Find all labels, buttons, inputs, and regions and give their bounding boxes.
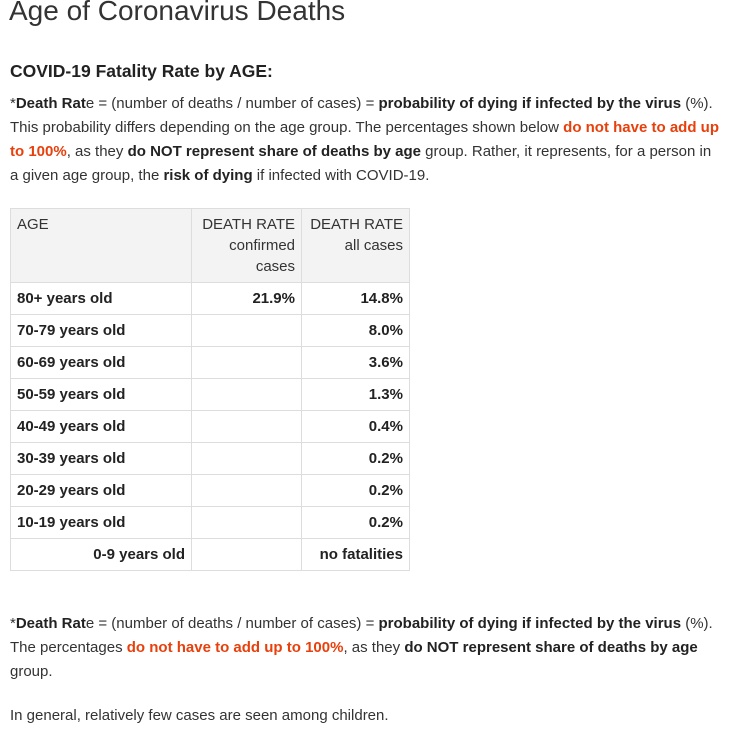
header-death-rate-confirmed: DEATH RATE confirmed cases xyxy=(191,208,302,283)
confirmed-rate-cell xyxy=(191,314,302,347)
confirmed-rate-cell xyxy=(191,410,302,443)
age-cell: 40-49 years old xyxy=(10,410,192,443)
age-cell: 60-69 years old xyxy=(10,346,192,379)
table-row: 20-29 years old 0.2% xyxy=(10,474,410,507)
table-header-row: AGE DEATH RATE confirmed cases DEATH RATE a… xyxy=(10,208,410,283)
all-rate-cell: 0.4% xyxy=(301,410,410,443)
intro-text: group. Rather, it represents, for a pers… xyxy=(10,143,712,184)
all-rate-cell: 14.8% xyxy=(301,282,410,315)
confirmed-rate-cell xyxy=(191,442,302,475)
formula-text: e = (number of deaths / number of cases)… xyxy=(85,615,379,632)
death-rate-term: Death Rat xyxy=(15,95,86,112)
confirmed-rate-cell xyxy=(191,506,302,539)
section-heading: COVID-19 Fatality Rate by AGE: xyxy=(10,61,273,81)
note-text: group. xyxy=(10,663,53,680)
header-line: confirmed xyxy=(229,237,295,254)
all-rate-cell: 8.0% xyxy=(301,314,410,347)
note-text: (%). The percentages xyxy=(10,615,713,656)
age-cell: 30-39 years old xyxy=(10,442,192,475)
confirmed-rate-cell xyxy=(191,538,302,571)
table-row: 0-9 years old no fatalities xyxy=(10,538,410,571)
probability-definition: probability of dying if infected by the … xyxy=(378,95,682,112)
table-row: 40-49 years old 0.4% xyxy=(10,410,410,443)
confirmed-rate-cell xyxy=(191,378,302,411)
all-rate-cell: 1.3% xyxy=(301,378,410,411)
note-paragraph: *Death Rate = (number of deaths / number… xyxy=(10,612,720,684)
age-cell: 10-19 years old xyxy=(10,506,192,539)
age-cell: 80+ years old xyxy=(10,282,192,315)
all-rate-cell: 0.2% xyxy=(301,442,410,475)
age-cell: 20-29 years old xyxy=(10,474,192,507)
header-line: all cases xyxy=(344,237,403,254)
highlight-not-100: do not have to add up to 100% xyxy=(126,639,344,656)
header-line: DEATH RATE xyxy=(310,216,403,233)
asterisk: * xyxy=(10,615,16,632)
risk-of-dying-term: risk of dying xyxy=(163,167,253,184)
age-cell: 50-59 years old xyxy=(10,378,192,411)
asterisk: * xyxy=(10,95,16,112)
header-line: DEATH RATE xyxy=(202,216,295,233)
intro-text: if infected with COVID-19. xyxy=(252,167,430,184)
table-row: 60-69 years old 3.6% xyxy=(10,346,410,379)
closing-paragraph: In general, relatively few cases are see… xyxy=(10,707,389,724)
confirmed-rate-cell: 21.9% xyxy=(191,282,302,315)
table-row: 50-59 years old 1.3% xyxy=(10,378,410,411)
all-rate-cell: no fatalities xyxy=(301,538,410,571)
formula-text: e = (number of deaths / number of cases)… xyxy=(85,95,379,112)
page-title: Age of Coronavirus Deaths xyxy=(9,0,346,26)
probability-definition: probability of dying if infected by the … xyxy=(378,615,682,632)
all-rate-cell: 0.2% xyxy=(301,474,410,507)
not-share-of-deaths: do NOT represent share of deaths by age xyxy=(127,143,421,160)
table-row: 10-19 years old 0.2% xyxy=(10,506,410,539)
confirmed-rate-cell xyxy=(191,346,302,379)
table-row: 80+ years old 21.9% 14.8% xyxy=(10,282,410,315)
highlight-not-100: do not have to add up to 100% xyxy=(10,119,719,160)
death-rate-table: AGE DEATH RATE confirmed cases DEATH RATE a… xyxy=(10,208,410,571)
death-rate-term: Death Rat xyxy=(15,615,86,632)
age-cell: 0-9 years old xyxy=(10,538,192,571)
intro-paragraph: *Death Rate = (number of deaths / number… xyxy=(10,92,720,188)
intro-text: , as they xyxy=(66,143,128,160)
table-row: 30-39 years old 0.2% xyxy=(10,442,410,475)
all-rate-cell: 3.6% xyxy=(301,346,410,379)
header-death-rate-all: DEATH RATE all cases xyxy=(301,208,410,283)
all-rate-cell: 0.2% xyxy=(301,506,410,539)
intro-text: (%). This probability differs depending … xyxy=(10,95,713,136)
table-row: 70-79 years old 8.0% xyxy=(10,314,410,347)
header-age: AGE xyxy=(10,208,192,283)
header-line: cases xyxy=(255,258,295,275)
confirmed-rate-cell xyxy=(191,474,302,507)
not-share-of-deaths: do NOT represent share of deaths by age xyxy=(404,639,698,656)
note-text: , as they xyxy=(343,639,405,656)
age-cell: 70-79 years old xyxy=(10,314,192,347)
